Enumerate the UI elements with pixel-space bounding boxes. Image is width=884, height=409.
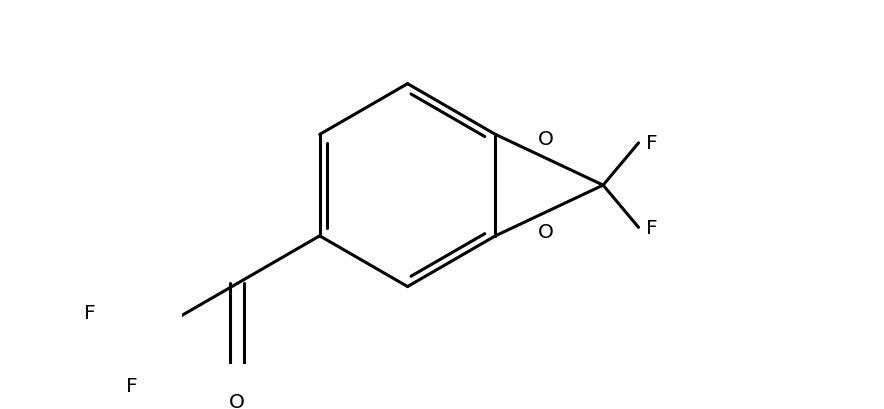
Text: O: O [538,222,554,241]
Text: F: F [126,376,138,395]
Text: O: O [229,392,245,409]
Text: F: F [646,218,658,237]
Text: O: O [538,130,554,149]
Text: F: F [84,303,95,322]
Text: F: F [646,134,658,153]
